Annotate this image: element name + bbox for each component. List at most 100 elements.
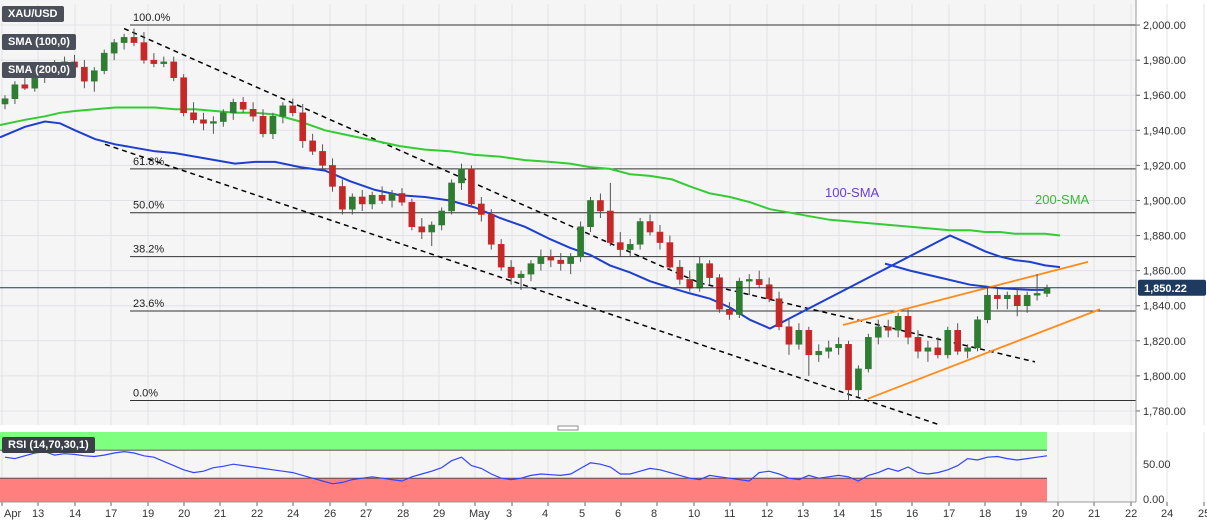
candle-body: [497, 244, 505, 268]
candle-body: [200, 119, 207, 124]
x-tick-label: 27: [360, 508, 372, 520]
x-tick-label: 15: [870, 508, 882, 520]
x-tick-label: 19: [1015, 508, 1027, 520]
y-tick-label: 1,920.00: [1143, 160, 1186, 172]
x-tick-label: 3: [506, 508, 512, 520]
candle-body: [775, 298, 783, 328]
x-tick-label: 21: [214, 508, 226, 520]
candle-body: [706, 263, 713, 278]
x-tick-label: 13: [32, 508, 44, 520]
candle-body: [249, 109, 257, 117]
y-tick-label: 1,780.00: [1143, 406, 1186, 418]
candle-body: [1023, 294, 1031, 306]
candle-body: [487, 214, 495, 245]
candle-body: [299, 112, 307, 142]
candle-body: [825, 347, 833, 352]
x-tick-label: 19: [142, 508, 154, 520]
candle-body: [587, 200, 594, 228]
x-tick-label: May: [469, 508, 490, 520]
candle-body: [666, 242, 674, 268]
candle-body: [924, 347, 932, 352]
candle-body: [815, 351, 823, 356]
last-price-label: 1,850.22: [1144, 283, 1187, 295]
fib-level-label: 0.0%: [133, 387, 158, 399]
sma100-legend[interactable]: SMA (100,0): [2, 34, 76, 50]
candle-body: [537, 256, 545, 264]
x-tick-label: 4: [542, 508, 548, 520]
candle-body: [557, 259, 565, 264]
candle-body: [398, 193, 406, 203]
x-tick-label: 24: [287, 508, 299, 520]
candle-body: [805, 330, 813, 356]
x-tick-label: 26: [324, 508, 336, 520]
x-tick-label: 14: [69, 508, 81, 520]
candle-body: [716, 277, 723, 310]
candle-body: [527, 263, 535, 275]
rsi-overbought-zone: [0, 432, 1047, 451]
candle-body: [269, 116, 277, 135]
candle-body: [1043, 287, 1051, 294]
fib-level-label: 23.6%: [133, 298, 164, 310]
trend-line-lower: [104, 143, 941, 426]
candle-body: [855, 368, 862, 391]
x-tick-label: 10: [688, 508, 700, 520]
sma200-legend[interactable]: SMA (200,0): [2, 62, 76, 78]
candle-body: [190, 112, 197, 121]
candle-body: [984, 294, 991, 321]
candle-body: [259, 116, 267, 135]
candle-body: [1, 98, 9, 105]
y-tick-label: 1,940.00: [1143, 125, 1186, 137]
rsi-oversold-zone: [0, 478, 1047, 503]
candle-body: [438, 210, 445, 226]
candle-body: [785, 326, 793, 345]
y-tick-label: 1,840.00: [1143, 301, 1186, 313]
candle-body: [686, 279, 694, 289]
panel-resize-handle: [557, 425, 579, 431]
candle-body: [130, 37, 138, 43]
x-tick-label: 5: [579, 508, 585, 520]
candle-body: [229, 101, 237, 114]
candle-body: [547, 256, 555, 261]
sma200-annotation: 200-SMA: [1035, 192, 1090, 207]
x-tick-label: 8: [651, 508, 657, 520]
candle-body: [31, 77, 39, 89]
candle-body: [418, 226, 426, 233]
symbol-label[interactable]: XAU/USD: [2, 6, 64, 22]
y-tick-label: 1,860.00: [1143, 266, 1186, 278]
candle-body: [1013, 294, 1021, 306]
candle-body: [646, 221, 654, 233]
y-tick-label: 1,880.00: [1143, 231, 1186, 243]
x-tick-label: 29: [433, 508, 445, 520]
candle-body: [329, 165, 336, 187]
x-tick-label: 22: [251, 508, 263, 520]
rsi-line: [4, 450, 1048, 485]
x-tick-label: 16: [906, 508, 918, 520]
x-tick-label: 17: [105, 508, 117, 520]
fib-level-label: 50.0%: [133, 200, 164, 212]
x-tick-label: 20: [178, 508, 190, 520]
x-tick-label: 21: [1088, 508, 1100, 520]
channel-upper-line: [842, 260, 1089, 326]
candle-body: [874, 326, 882, 338]
candle-body: [90, 70, 98, 82]
candle-body: [309, 140, 316, 152]
candle-body: [626, 244, 634, 250]
trend-line-upper-ext: [699, 282, 1036, 363]
rsi-tick-label: 0.00: [1143, 494, 1164, 506]
y-tick-label: 2,000.00: [1143, 20, 1186, 32]
candle-body: [319, 151, 326, 166]
sma100-line: [0, 120, 1061, 330]
candle-body: [180, 77, 187, 114]
rsi-legend[interactable]: RSI (14,70,30,1): [2, 437, 95, 453]
candle-body: [964, 347, 971, 352]
fib-level-label: 38.2%: [133, 244, 164, 256]
y-tick-label: 1,900.00: [1143, 195, 1186, 207]
candle-body: [289, 105, 297, 114]
y-tick-label: 1,960.00: [1143, 90, 1186, 102]
rsi-tick-label: 50.00: [1143, 459, 1171, 471]
candle-body: [1033, 293, 1041, 296]
candle-body: [339, 186, 346, 210]
x-tick-label: 28: [397, 508, 409, 520]
candle-body: [219, 112, 227, 122]
